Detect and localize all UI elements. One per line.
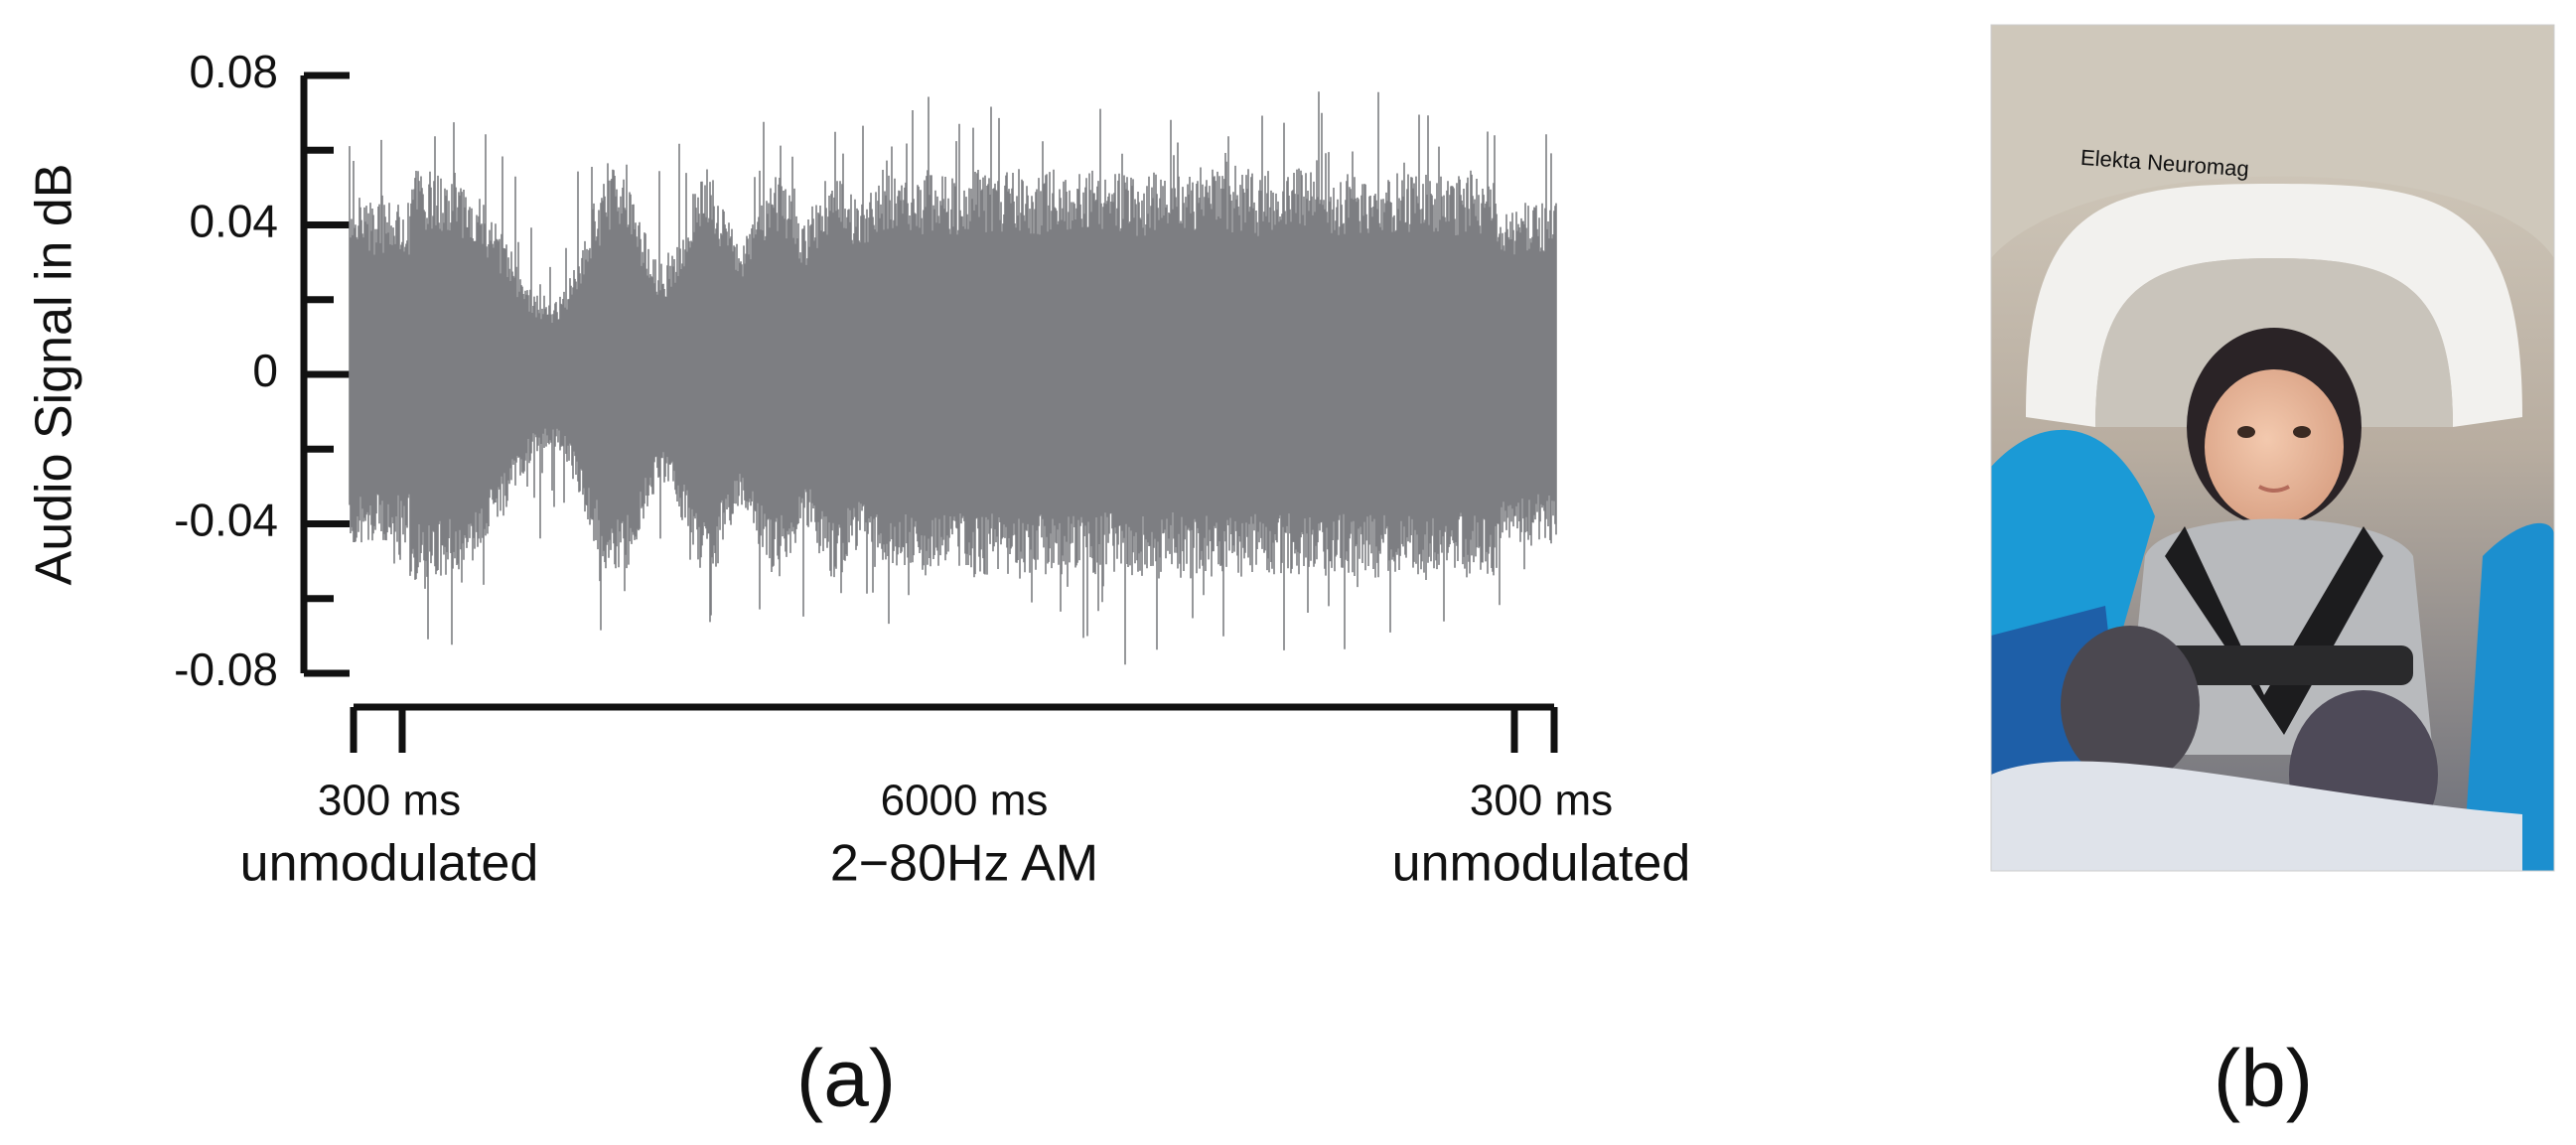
panel-label: (a) bbox=[796, 1034, 896, 1124]
y-axis-label: Audio Signal in dB bbox=[26, 164, 83, 586]
waveform bbox=[349, 91, 1557, 665]
segment-duration: 6000 ms bbox=[881, 777, 1049, 825]
y-tick-label: 0.04 bbox=[189, 196, 278, 247]
y-tick-label: 0.08 bbox=[189, 46, 278, 97]
photo: Elekta Neuromag bbox=[1991, 25, 2554, 871]
panel-label: (b) bbox=[2214, 1034, 2313, 1124]
y-tick-label: -0.08 bbox=[174, 644, 278, 695]
photo-border bbox=[1990, 24, 2555, 872]
waveform-chart: Audio Signal in dB (a) 0.08 0.04 0 -0.04 -0.… bbox=[26, 46, 1691, 1124]
y-tick-label: -0.04 bbox=[174, 495, 278, 546]
segment-description: unmodulated bbox=[1392, 835, 1691, 893]
segment-description: 2−80Hz AM bbox=[830, 835, 1098, 893]
segment-duration: 300 ms bbox=[318, 777, 461, 825]
segment-duration: 300 ms bbox=[1470, 777, 1613, 825]
y-tick-label: 0 bbox=[252, 345, 278, 396]
segment-description: unmodulated bbox=[240, 835, 539, 893]
